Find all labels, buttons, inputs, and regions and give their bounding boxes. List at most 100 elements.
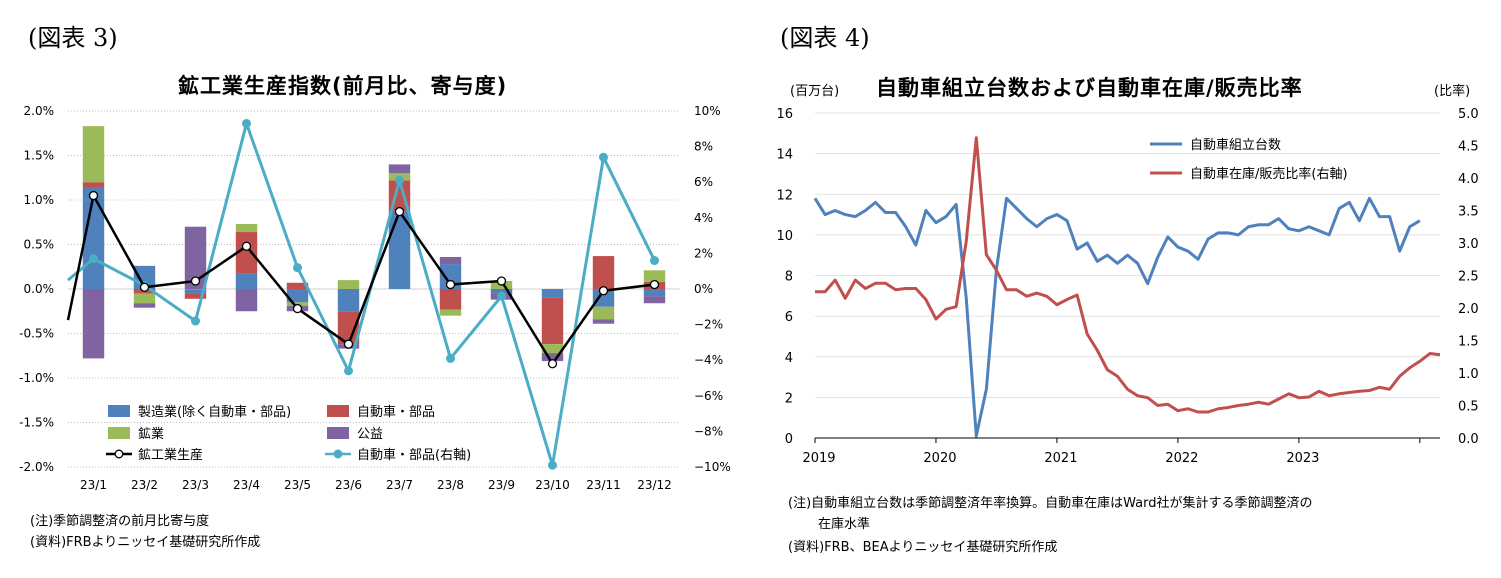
chart3-teal-point	[242, 118, 251, 128]
chart3-y2-tick-label: 10%	[694, 104, 721, 118]
chart4-title: 自動車組立台数および自動車在庫/販売比率	[876, 76, 1303, 100]
chart3-bar-segment	[133, 303, 156, 308]
chart3-y-tick-label: 2.0%	[24, 104, 55, 118]
chart3-x-tick-label: 23/2	[131, 478, 158, 492]
chart3-bar-segment	[235, 224, 258, 233]
chart3-y-tick-label: -1.5%	[19, 416, 54, 430]
chart3-y2-tick-label: −8%	[694, 424, 723, 438]
chart3-x-tick-label: 23/1	[80, 478, 107, 492]
chart4-y2-tick-label: 5.0	[1458, 107, 1479, 122]
chart3-bar-segment	[235, 232, 258, 274]
chart3-bar-segment	[235, 289, 258, 312]
chart3-bar-segment	[82, 182, 105, 188]
chart3-teal-point	[191, 316, 200, 326]
chart4-x-tick-label: 2023	[1286, 451, 1319, 466]
chart3-y2-tick-label: 2%	[694, 246, 713, 260]
chart3-legend-label: 自動車・部品	[357, 405, 435, 420]
chart4-legend-label: 自動車在庫/販売比率(右軸)	[1190, 166, 1348, 182]
chart3-bar-segment	[337, 289, 360, 312]
chart3-y-tick-label: -1.0%	[19, 371, 54, 385]
chart3-bar-segment	[286, 282, 309, 289]
chart3-bar-segment	[643, 296, 666, 304]
chart4-y-tick-label: 14	[776, 148, 793, 163]
chart3-bar-segment	[643, 270, 666, 282]
chart3-x-tick-label: 23/9	[488, 478, 515, 492]
chart3-bar-segment	[184, 226, 207, 289]
chart3-y-tick-label: 0.0%	[24, 282, 55, 296]
chart4-y2-tick-label: 1.0	[1458, 367, 1479, 382]
chart3-black-point	[139, 282, 150, 292]
chart4-y2-tick-label: 2.0	[1458, 302, 1479, 317]
chart3-x-tick-label: 23/6	[335, 478, 362, 492]
chart3-bar-segment	[643, 289, 666, 297]
chart4-y-tick-label: 6	[785, 310, 793, 325]
chart3-legend-swatch	[108, 427, 130, 439]
chart4-y2-tick-label: 1.5	[1458, 335, 1479, 350]
chart3-bar-segment	[592, 319, 615, 324]
chart4-note-line1: (注)自動車組立台数は季節調整済年率換算。自動車在庫はWard社が集計する季節調…	[788, 496, 1313, 511]
chart4-right-unit: (比率)	[1434, 84, 1471, 99]
chart3-teal-point	[650, 256, 659, 266]
chart3-svg: 2.0% 1.5% 1.0% 0.5% 0.0% -0.5% -1.0% -1.5% -2.0%…	[19, 104, 731, 492]
chart3-bar-segment	[133, 293, 156, 304]
chart3-black-point	[241, 241, 252, 251]
chart4-y-tick-label: 8	[785, 270, 793, 285]
chart3-bar-segment	[592, 306, 615, 320]
chart3-x-tick-label: 23/3	[182, 478, 209, 492]
chart3-legend-swatch	[327, 427, 349, 439]
chart3-bar-segment	[439, 256, 462, 265]
chart3-black-point	[190, 276, 201, 286]
chart3-y2-tick-label: 0%	[694, 282, 713, 296]
chart3-x-tick-label: 23/10	[535, 478, 570, 492]
figure3-label: (図表 3)	[28, 24, 118, 52]
chart4-series-line-assembly	[813, 196, 1421, 438]
chart4-y-tick-label: 0	[785, 432, 793, 447]
chart3-bar-segment	[388, 164, 411, 174]
chart3-bar-segment	[286, 289, 309, 303]
chart3-black-point	[343, 339, 354, 349]
chart3-x-tick-label: 23/4	[233, 478, 260, 492]
chart3-y2-tick-label: −10%	[694, 460, 731, 474]
chart3-bar-segment	[592, 256, 615, 289]
chart3-bar-segment	[235, 273, 258, 289]
chart4-y2-tick-label: 0.5	[1458, 400, 1479, 415]
chart3-teal-point	[548, 460, 557, 470]
chart3-y2-tick-label: −6%	[694, 389, 723, 403]
chart4-source: (資料)FRB、BEAよりニッセイ基礎研究所作成	[788, 540, 1058, 555]
chart3-bar-segment	[184, 289, 207, 290]
chart3-bar-segment	[490, 289, 513, 290]
chart3-teal-point	[395, 175, 404, 185]
chart3-y2-tick-label: −2%	[694, 318, 723, 332]
chart3-teal-point	[293, 263, 302, 273]
chart3-black-point	[496, 276, 507, 286]
chart3-bar-segment	[82, 126, 105, 183]
chart3-black-point	[292, 303, 303, 314]
chart3-bar-segment	[439, 289, 462, 310]
chart3-black-point	[88, 190, 99, 201]
chart4-svg: 16 14 12 10 8 6 4 2 0 5.0 4.5 4.0 3.5 3.0 2.5 2.0 1.5 1.0…	[776, 107, 1479, 466]
chart3-bar-segment	[82, 289, 105, 359]
chart3-legend-label: 自動車・部品(右軸)	[357, 448, 471, 463]
chart3-black-point	[394, 206, 405, 217]
chart4-series-line-inventory-ratio	[815, 136, 1441, 414]
chart3-x-tick-label: 23/12	[637, 478, 672, 492]
chart4-y-tick-label: 12	[776, 188, 793, 203]
chart3-y2-tick-label: −4%	[694, 353, 723, 367]
chart3-y2-tick-label: 8%	[694, 140, 713, 154]
chart3-bar-segment	[337, 311, 360, 345]
chart3-teal-point	[446, 353, 455, 363]
chart3-black-point	[598, 286, 609, 296]
chart4-y-tick-label: 10	[776, 229, 793, 244]
chart3-bar-segment	[184, 289, 207, 294]
chart3-black-point	[547, 359, 558, 369]
chart3-note: (注)季節調整済の前月比寄与度	[30, 514, 210, 529]
chart3-legend-label: 公益	[357, 427, 383, 442]
chart4-y2-tick-label: 2.5	[1458, 270, 1479, 285]
chart3-bar-segment	[541, 289, 564, 298]
chart4-y2-tick-label: 4.0	[1458, 172, 1479, 187]
chart4-y-tick-label: 2	[785, 391, 793, 406]
chart3-bar-segment	[541, 344, 564, 354]
chart4-y-tick-label: 4	[785, 351, 793, 366]
chart3-source: (資料)FRBよりニッセイ基礎研究所作成	[30, 535, 261, 550]
chart3-x-tick-label: 23/7	[386, 478, 413, 492]
